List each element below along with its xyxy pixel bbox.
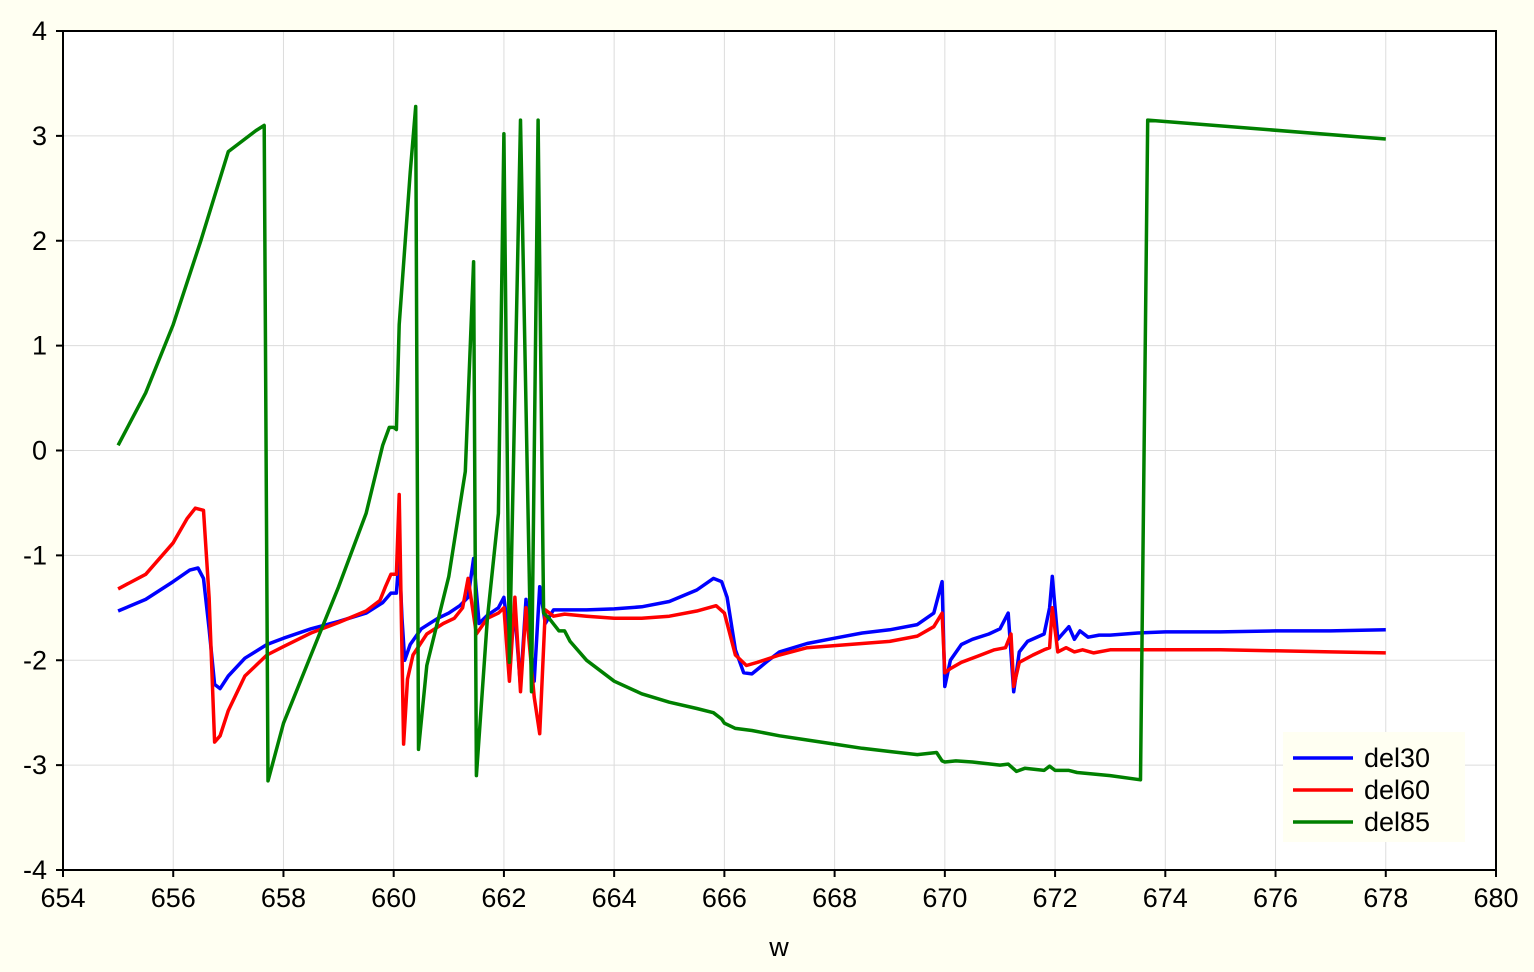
x-tick-label: 670	[922, 883, 967, 913]
y-tick-label: 4	[32, 16, 47, 46]
x-tick-label: 656	[151, 883, 196, 913]
y-tick-label: -2	[23, 645, 47, 675]
x-tick-label: 660	[371, 883, 416, 913]
series-line-del85	[116, 104, 1386, 783]
legend-label-del30: del30	[1364, 743, 1430, 773]
x-tick-label: 680	[1473, 883, 1518, 913]
x-tick-label: 678	[1363, 883, 1408, 913]
y-tick-label: 1	[32, 331, 47, 361]
legend-label-del60: del60	[1364, 775, 1430, 805]
y-tick-label: -4	[23, 855, 47, 885]
x-tick-label: 672	[1033, 883, 1078, 913]
x-tick-label: 676	[1253, 883, 1298, 913]
y-tick-label: -3	[23, 750, 47, 780]
y-tick-label: 0	[32, 436, 47, 466]
series-lines	[116, 104, 1386, 783]
x-axis-label: w	[768, 932, 789, 962]
legend-label-del85: del85	[1364, 807, 1430, 837]
x-tick-label: 662	[481, 883, 526, 913]
y-tick-label: -1	[23, 540, 47, 570]
x-tick-label: 658	[261, 883, 306, 913]
x-tick-label: 654	[40, 883, 85, 913]
x-tick-label: 668	[812, 883, 857, 913]
y-tick-label: 2	[32, 226, 47, 256]
x-tick-label: 664	[592, 883, 637, 913]
x-tick-label: 674	[1143, 883, 1188, 913]
y-tick-label: 3	[32, 121, 47, 151]
axis-ticks: 654 656 658 660 662 664 666 668 670 672 674 676 678 6…	[23, 16, 1519, 913]
x-tick-label: 666	[702, 883, 747, 913]
series-line-del60	[117, 492, 1386, 746]
